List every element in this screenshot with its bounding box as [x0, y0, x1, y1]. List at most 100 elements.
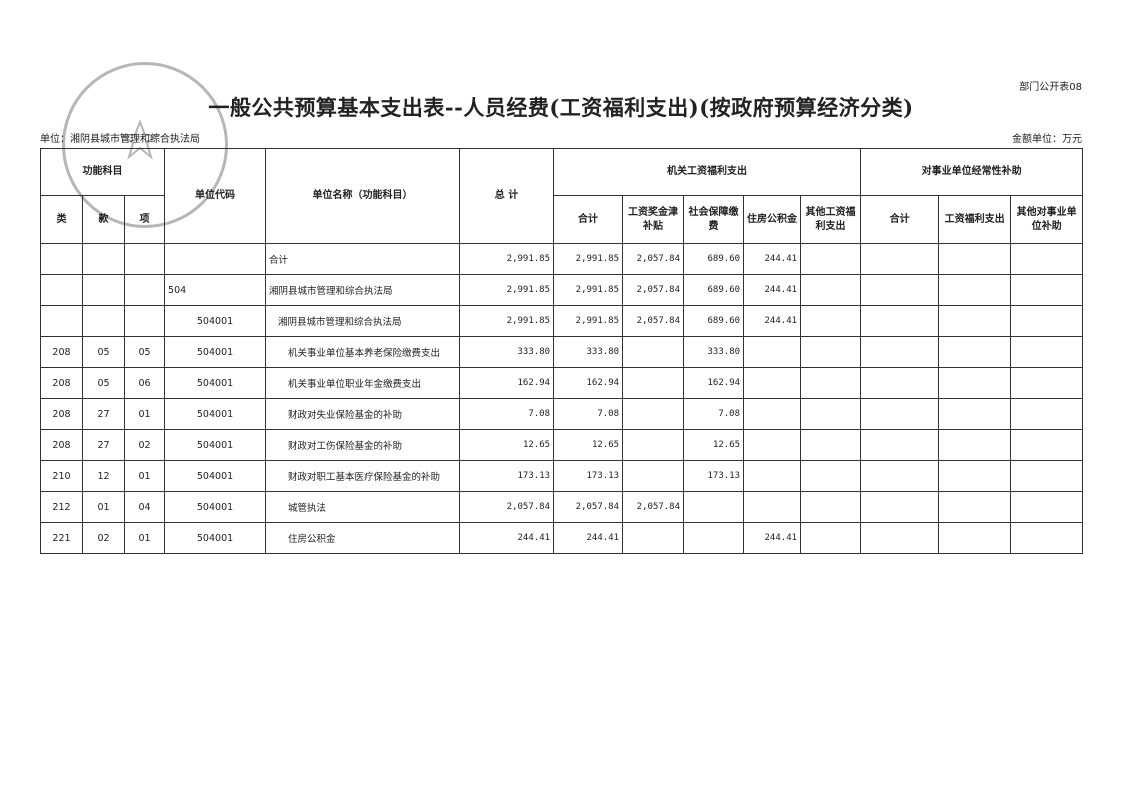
table-cell: 合计: [265, 243, 461, 275]
table-cell: [1010, 491, 1084, 523]
table-cell: 212: [40, 491, 83, 523]
header-cell: 机关工资福利支出: [553, 148, 862, 196]
table-cell: [800, 367, 862, 399]
table-cell: 504001: [164, 305, 267, 337]
table-cell: [938, 522, 1012, 554]
table-cell: 01: [123, 522, 166, 554]
table-cell: 01: [123, 460, 166, 492]
table-cell: 2,991.85: [459, 243, 555, 275]
table-cell: [1010, 336, 1084, 368]
header-cell: 工资福利支出: [938, 195, 1012, 244]
table-cell: [938, 367, 1012, 399]
table-cell: [82, 274, 125, 306]
table-cell: [123, 243, 166, 275]
table-cell: 财政对职工基本医疗保险基金的补助: [265, 460, 461, 492]
table-cell: 210: [40, 460, 83, 492]
table-cell: 机关事业单位基本养老保险缴费支出: [265, 336, 461, 368]
header-cell: 社会保障缴费: [683, 195, 745, 244]
table-cell: 162.94: [683, 367, 745, 399]
table-cell: 333.80: [459, 336, 555, 368]
table-cell: [1010, 305, 1084, 337]
table-cell: [1010, 367, 1084, 399]
table-cell: [860, 429, 940, 461]
header-cell: 对事业单位经常性补助: [860, 148, 1084, 196]
header-cell: 住房公积金: [743, 195, 802, 244]
table-cell: 2,991.85: [459, 274, 555, 306]
table-cell: 162.94: [553, 367, 624, 399]
table-cell: 7.08: [553, 398, 624, 430]
table-cell: 208: [40, 398, 83, 430]
table-cell: [860, 522, 940, 554]
table-cell: [860, 336, 940, 368]
table-cell: 财政对失业保险基金的补助: [265, 398, 461, 430]
table-cell: 12: [82, 460, 125, 492]
header-cell: 单位名称（功能科目）: [265, 148, 461, 244]
header-cell: 合计: [860, 195, 940, 244]
table-cell: [82, 243, 125, 275]
form-code: 部门公开表08: [1019, 82, 1082, 93]
table-cell: [622, 367, 685, 399]
table-cell: [938, 274, 1012, 306]
table-row: 210 12 01 504001 财政对职工基本医疗保险基金的补助 173.13 173.1…: [40, 460, 1084, 492]
table-cell: 05: [82, 367, 125, 399]
table-cell: 财政对工伤保险基金的补助: [265, 429, 461, 461]
table-cell: 2,991.85: [553, 243, 624, 275]
header-cell: 工资奖金津补贴: [622, 195, 685, 244]
table-cell: 12.65: [459, 429, 555, 461]
header-cell: 合计: [553, 195, 624, 244]
header-cell: 款: [82, 195, 125, 244]
title: 一般公共预算基本支出表--人员经费(工资福利支出)(按政府预算经济分类): [208, 95, 914, 120]
table-cell: [938, 336, 1012, 368]
table-cell: 504001: [164, 398, 267, 430]
table-cell: [743, 336, 802, 368]
table-cell: [1010, 274, 1084, 306]
table-cell: [123, 305, 166, 337]
table-cell: [800, 491, 862, 523]
table-cell: 05: [82, 336, 125, 368]
table-cell: [860, 491, 940, 523]
table-cell: 208: [40, 336, 83, 368]
table-cell: 689.60: [683, 243, 745, 275]
table-cell: [164, 243, 267, 275]
table-cell: [938, 305, 1012, 337]
table-cell: 504001: [164, 367, 267, 399]
table-cell: 2,057.84: [622, 305, 685, 337]
table-cell: 04: [123, 491, 166, 523]
table-cell: 333.80: [553, 336, 624, 368]
table-cell: [860, 274, 940, 306]
table-cell: 7.08: [683, 398, 745, 430]
table-cell: 504001: [164, 491, 267, 523]
table-cell: [938, 429, 1012, 461]
table-cell: [743, 398, 802, 430]
table-row: 208 05 06 504001 机关事业单位职业年金缴费支出 162.94 162.94 1…: [40, 367, 1084, 399]
table-cell: 221: [40, 522, 83, 554]
table-cell: [800, 336, 862, 368]
table-cell: 504001: [164, 429, 267, 461]
table-cell: 12.65: [683, 429, 745, 461]
table-cell: 504001: [164, 460, 267, 492]
table-cell: [683, 491, 745, 523]
table-cell: [40, 274, 83, 306]
header-cell: 单位代码: [164, 148, 267, 244]
table-cell: 湘阴县城市管理和综合执法局: [265, 305, 461, 337]
table-cell: 173.13: [683, 460, 745, 492]
table-cell: [860, 367, 940, 399]
table-cell: 06: [123, 367, 166, 399]
table-row: 504 湘阴县城市管理和综合执法局 2,991.85 2,991.85 2,057.84…: [40, 274, 1084, 306]
table-cell: 173.13: [459, 460, 555, 492]
table-cell: 2,991.85: [459, 305, 555, 337]
table-cell: 2,057.84: [622, 491, 685, 523]
table-cell: [1010, 398, 1084, 430]
budget-table: 功能科目 单位代码 单位名称（功能科目） 总 计 机关工资福利支出 对事业单位经…: [39, 148, 1084, 554]
table-row: 208 27 02 504001 财政对工伤保险基金的补助 12.65 12.65 12.65: [40, 429, 1084, 461]
table-cell: [938, 491, 1012, 523]
table-cell: 244.41: [459, 522, 555, 554]
table-cell: 02: [123, 429, 166, 461]
table-cell: [860, 305, 940, 337]
table-cell: 02: [82, 522, 125, 554]
table-cell: 01: [123, 398, 166, 430]
table-cell: 2,057.84: [459, 491, 555, 523]
table-cell: 689.60: [683, 305, 745, 337]
table-cell: [800, 398, 862, 430]
